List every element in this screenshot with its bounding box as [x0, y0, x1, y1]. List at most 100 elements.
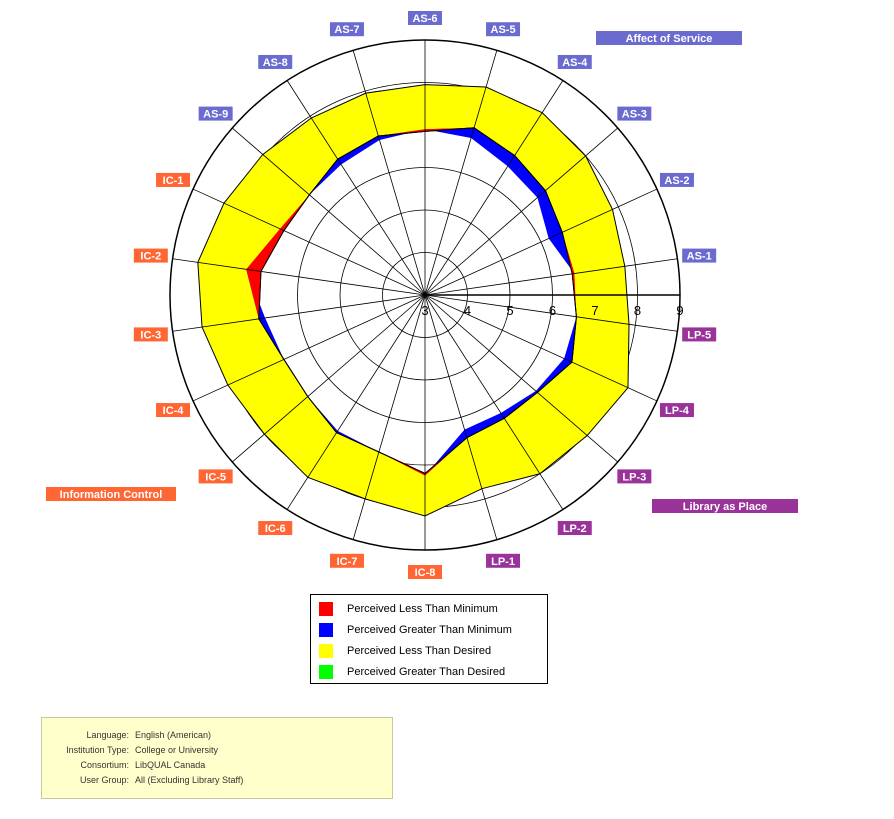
axis-label: AS-1: [687, 251, 712, 263]
axis-spoke: [192, 294, 426, 402]
axis-label: IC-8: [415, 567, 436, 579]
axis-label-box: [198, 469, 233, 484]
dimension-label-box: [596, 31, 742, 45]
axis-spoke: [232, 127, 426, 296]
axis-label: LP-4: [665, 405, 690, 417]
axis-label-box: [557, 521, 592, 536]
axis-label: LP-2: [563, 523, 587, 535]
axis-label-box: [258, 521, 293, 536]
axis-spoke: [352, 294, 426, 540]
axis-label-box: [659, 403, 694, 418]
axis-spoke: [424, 294, 618, 463]
axis-label: AS-8: [263, 57, 288, 69]
dimension-label-box: [46, 487, 176, 501]
axis-label-box: [133, 327, 168, 342]
tick-label: 4: [464, 303, 471, 318]
axis-spoke: [286, 294, 426, 510]
axis-label-box: [557, 54, 592, 69]
legend: Perceived Less Than Minimum Perceived Gr…: [310, 594, 548, 684]
tick-label: 5: [506, 303, 513, 318]
axis-label: IC-2: [140, 251, 161, 263]
legend-item: Perceived Greater Than Desired: [319, 664, 505, 680]
info-row: User Group: All (Excluding Library Staff…: [42, 775, 392, 789]
legend-item: Perceived Greater Than Minimum: [319, 622, 512, 638]
info-panel: Language: English (American) Institution…: [41, 717, 393, 799]
legend-swatch-green: [319, 665, 333, 679]
axis-label-box: [329, 553, 364, 568]
axis-spoke: [424, 258, 678, 296]
axis-spoke: [232, 294, 426, 463]
axis-spoke: [424, 294, 658, 402]
axis-spoke: [352, 50, 426, 296]
axis-label: AS-9: [203, 109, 228, 121]
legend-item: Perceived Less Than Desired: [319, 643, 491, 659]
axis-label: LP-5: [687, 329, 711, 341]
axis-label: IC-3: [140, 329, 161, 341]
axis-spoke: [172, 294, 426, 332]
axis-label-box: [329, 22, 364, 37]
axis-spoke: [424, 50, 498, 296]
axis-label-box: [617, 469, 652, 484]
axis-label-box: [133, 248, 168, 263]
legend-label: Perceived Greater Than Desired: [347, 666, 506, 678]
axis-label-box: [682, 327, 717, 342]
axis-label: LP-1: [491, 556, 515, 568]
legend-swatch-red: [319, 602, 333, 616]
dimension-label-box: [652, 499, 798, 513]
tick-label: 9: [676, 303, 683, 318]
info-row: Language: English (American): [42, 730, 392, 744]
radar-chart: 3 4 5 6 7 8 9 AS-6 AS-5 AS-4 AS-3 AS-2 AS-1 LP-5 LP-4 L…: [46, 11, 798, 579]
info-key: Language:: [86, 730, 129, 740]
axis-label-box: [408, 11, 442, 25]
legend-swatch-yellow: [319, 644, 333, 658]
tick-label: 3: [421, 303, 428, 318]
info-key: Consortium:: [80, 760, 129, 770]
legend-swatch-blue: [319, 623, 333, 637]
tick-label: 6: [549, 303, 556, 318]
dimension-label: Library as Place: [683, 501, 767, 513]
axis-label: LP-3: [622, 471, 646, 483]
info-value: LibQUAL Canada: [135, 760, 206, 770]
axis-spoke: [424, 294, 498, 540]
axis-spoke: [286, 80, 426, 296]
legend-label: Perceived Less Than Desired: [347, 645, 492, 657]
axis-label-box: [258, 54, 293, 69]
axis-spoke: [424, 294, 678, 332]
axis-label: AS-5: [491, 24, 516, 36]
axis-label-box: [156, 172, 191, 187]
axis-spoke: [192, 188, 426, 296]
axis-label: AS-6: [412, 13, 437, 25]
axis-label: IC-1: [163, 175, 184, 187]
info-value: All (Excluding Library Staff): [135, 775, 244, 785]
info-value: English (American): [135, 730, 212, 740]
axis-spoke: [424, 188, 658, 296]
axis-label: IC-7: [337, 556, 358, 568]
axis-label-box: [682, 248, 717, 263]
axis-label: IC-6: [265, 523, 286, 535]
axis-label-box: [659, 172, 694, 187]
legend-label: Perceived Greater Than Minimum: [347, 624, 512, 636]
axis-spoke: [424, 80, 564, 296]
axis-spoke: [424, 127, 618, 296]
info-row: Institution Type: College or University: [42, 745, 392, 759]
dimension-label: Information Control: [60, 489, 163, 501]
axis-label: AS-3: [622, 109, 647, 121]
axis-label: AS-2: [664, 175, 689, 187]
axis-label: IC-5: [205, 471, 226, 483]
axis-label-box: [408, 565, 442, 579]
legend-label: Perceived Less Than Minimum: [347, 603, 498, 615]
info-value: College or University: [135, 745, 219, 755]
info-key: User Group:: [79, 775, 129, 785]
info-row: Consortium: LibQUAL Canada: [42, 760, 392, 774]
axis-label-box: [486, 553, 521, 568]
axis-spoke: [424, 294, 564, 510]
axis-label: AS-7: [334, 24, 359, 36]
axis-label-box: [198, 106, 233, 121]
axis-label-box: [156, 403, 191, 418]
tick-label: 8: [634, 303, 641, 318]
axis-label: IC-4: [163, 405, 185, 417]
tick-label: 7: [591, 303, 598, 318]
dimension-label: Affect of Service: [626, 33, 713, 45]
legend-item: Perceived Less Than Minimum: [319, 601, 498, 617]
axis-label-box: [617, 106, 652, 121]
